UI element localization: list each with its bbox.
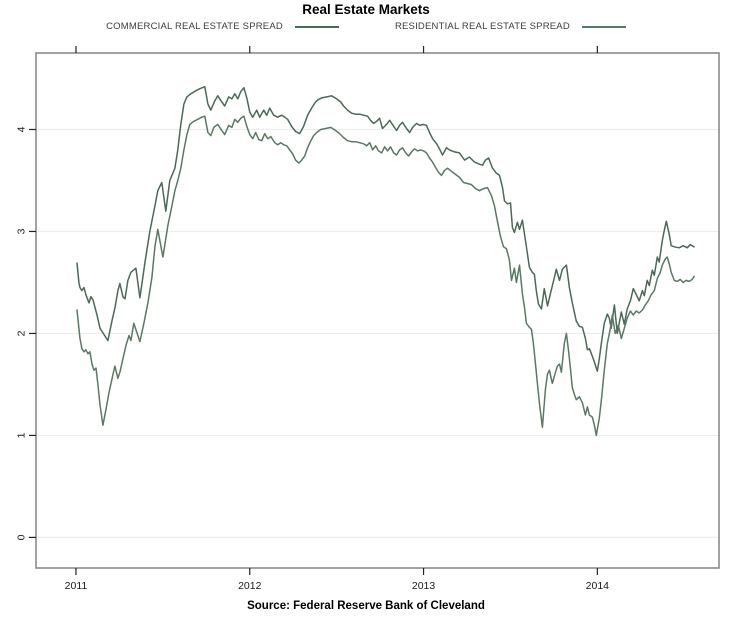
legend: COMMERCIAL REAL ESTATE SPREAD RESIDENTIA… [0,21,732,32]
legend-item-commercial: COMMERCIAL REAL ESTATE SPREAD [106,21,339,32]
x-axis-label-2014: 2014 [586,580,610,592]
y-axis-label-3: 3 [16,228,28,234]
commercial-series-line [76,85,695,372]
commercial-line-swatch-icon [294,25,339,28]
page-title: Real Estate Markets [302,2,430,17]
x-axis-label-2012: 2012 [238,580,262,592]
plot-border [35,52,720,569]
legend-item-residential: RESIDENTIAL REAL ESTATE SPREAD [395,21,626,32]
y-axis-label-1: 1 [16,432,28,438]
residential-line-swatch-icon [581,25,626,28]
y-axis-label-0: 0 [16,534,28,540]
y-axis-label-4: 4 [16,126,28,132]
legend-label-residential: RESIDENTIAL REAL ESTATE SPREAD [394,21,570,32]
x-axis-label-2011: 2011 [65,580,88,592]
residential-series-line [76,115,695,437]
legend-label-commercial: COMMERCIAL REAL ESTATE SPREAD [106,21,283,32]
x-axis-label-2013: 2013 [412,580,436,592]
y-axis-label-2: 2 [16,330,28,336]
source-caption: Source: Federal Reserve Bank of Clevelan… [247,600,485,612]
